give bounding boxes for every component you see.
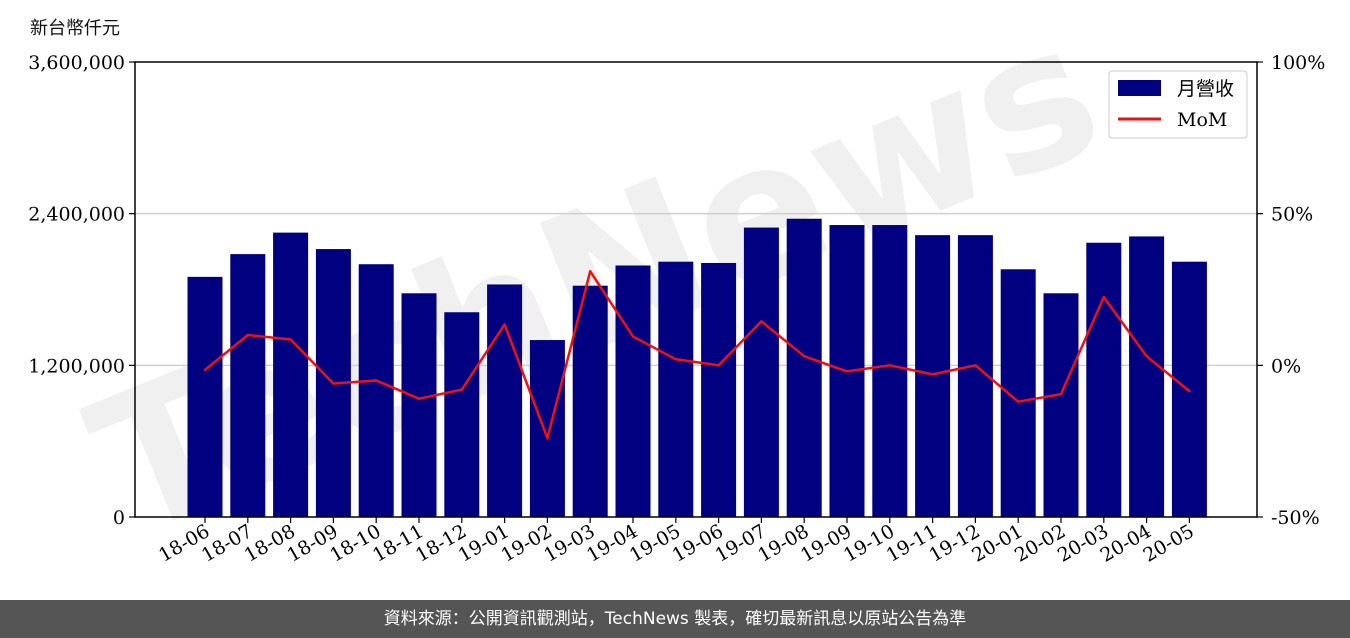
x-axis: 18-0618-0718-0818-0918-1018-1118-1219-01… [155,517,1198,567]
right-axis: -50% 0% 50% 100% [1257,52,1325,529]
mom-point-19-03 [589,270,592,273]
mom-point-19-06 [717,364,720,367]
bar-20-02 [1043,293,1079,517]
mom-point-19-12 [974,364,977,367]
mom-point-18-06 [203,368,207,372]
bar-18-12 [444,312,480,517]
mom-point-19-05 [674,358,677,361]
mom-point-20-03 [1102,295,1106,299]
mom-point-19-10 [888,364,891,367]
mom-point-20-02 [1059,392,1063,396]
x-tick-label: 20-05 [1139,520,1197,566]
mom-point-18-12 [460,388,463,391]
plot-frame [134,61,1258,518]
mom-line [204,270,1191,440]
mom-point-19-09 [845,370,849,373]
bar-18-08 [273,232,309,517]
bar-18-10 [358,264,394,517]
bar-20-04 [1129,236,1165,517]
mom-line-group [203,270,1191,440]
mom-point-19-07 [760,320,763,323]
bar-19-07 [743,227,779,517]
source-footer: 資料來源：公開資訊觀測站，TechNews 製表，確切最新訊息以原站公告為準 [0,600,1350,638]
left-tick-label: 3,600,000 [28,52,125,74]
mom-point-19-01 [503,323,506,326]
mom-point-19-04 [631,335,635,338]
bar-19-08 [786,218,822,517]
bar-18-07 [230,254,266,517]
left-tick-label: 0 [113,507,125,529]
bar-19-04 [615,265,651,517]
bars [187,218,1207,518]
mom-point-18-10 [375,379,378,382]
mom-point-18-08 [289,338,292,341]
bar-20-05 [1171,261,1207,517]
bar-19-02 [529,340,565,517]
mom-point-18-07 [246,333,249,337]
left-axis: 0 1,200,000 2,400,000 3,600,000 [28,52,135,529]
mom-point-19-08 [803,355,806,358]
left-tick-label: 1,200,000 [28,355,125,377]
bar-19-03 [572,285,608,517]
mom-point-18-09 [332,382,335,385]
mom-point-20-01 [1017,400,1020,403]
bar-20-01 [1000,269,1036,517]
legend-line-label: MoM [1177,109,1227,131]
legend-bar-label: 月營收 [1177,78,1234,100]
left-tick-label: 2,400,000 [28,204,125,226]
mom-point-18-11 [417,397,421,400]
bar-20-03 [1086,242,1122,517]
bar-19-01 [487,284,523,517]
bar-18-06 [187,276,223,517]
right-tick-label: 50% [1271,204,1313,226]
right-tick-label: -50% [1271,507,1320,529]
bar-18-11 [401,293,437,517]
right-tick-label: 0% [1271,355,1301,377]
mom-point-19-02 [546,436,549,440]
y-axis-unit-label: 新台幣仟元 [30,18,120,39]
mom-point-20-05 [1188,389,1191,393]
mom-point-20-04 [1145,355,1148,358]
right-tick-label: 100% [1271,52,1325,74]
legend-bar-swatch [1118,80,1161,96]
bar-19-06 [701,262,737,517]
bar-19-11 [915,235,951,517]
bar-19-10 [872,225,908,517]
mom-point-19-11 [931,373,934,376]
bar-19-05 [658,261,694,517]
legend: 月營收 MoM [1108,70,1248,139]
